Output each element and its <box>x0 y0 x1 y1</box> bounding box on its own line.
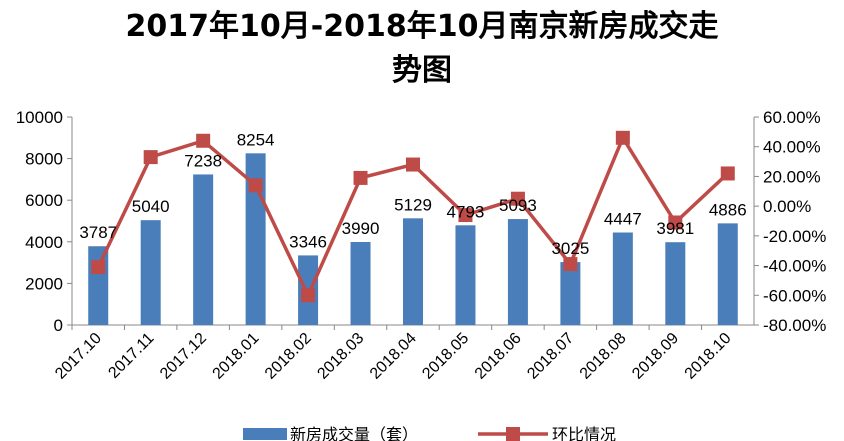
line-marker <box>406 157 420 172</box>
bar <box>560 262 581 325</box>
line-marker <box>510 191 525 206</box>
x-tick-label: 2018.10 <box>682 330 735 383</box>
chart-title-line1: 2017年10月-2018年10月南京新房成交走 <box>126 9 719 44</box>
bar <box>665 242 686 325</box>
x-tick-label: 2018.09 <box>629 330 682 383</box>
line-marker <box>668 215 683 230</box>
bar-data-label: 4447 <box>604 210 642 229</box>
bar <box>455 225 476 325</box>
line-marker <box>196 133 211 148</box>
bar <box>140 220 161 325</box>
line-marker <box>720 166 735 181</box>
line-marker <box>301 288 316 303</box>
x-tick-label: 2017.10 <box>52 330 105 383</box>
line-marker <box>353 170 368 185</box>
y-left-tick-label: 4000 <box>25 233 63 252</box>
line-marker <box>615 130 630 145</box>
bar-data-label: 8254 <box>237 130 275 149</box>
x-tick-label: 2018.08 <box>577 330 630 383</box>
x-tick-label: 2017.12 <box>157 330 210 383</box>
x-tick-label: 2017.11 <box>105 330 157 382</box>
y-left-tick-label: 10000 <box>16 108 63 127</box>
y-right-tick-label: 40.00% <box>763 138 821 157</box>
x-tick-label: 2018.07 <box>524 330 577 383</box>
bar-data-label: 3990 <box>342 219 380 238</box>
bar <box>350 242 371 325</box>
y-right-tick-label: -20.00% <box>763 227 826 246</box>
y-left-tick-label: 8000 <box>25 150 63 169</box>
y-right-tick-label: -40.00% <box>763 257 826 276</box>
y-right-tick-label: 0.00% <box>763 197 811 216</box>
bar-data-label: 5093 <box>499 196 537 215</box>
bar-data-label: 7238 <box>184 151 222 170</box>
x-tick-label: 2018.01 <box>210 330 263 383</box>
legend-bar-label: 新房成交量（套） <box>290 425 418 441</box>
x-tick-label: 2018.06 <box>472 330 525 383</box>
line-marker <box>143 150 158 165</box>
line-marker <box>563 257 578 272</box>
bar-data-label: 3025 <box>551 239 589 258</box>
y-left-tick-label: 0 <box>54 316 63 335</box>
legend-bar-swatch <box>243 428 287 440</box>
y-left-tick-label: 6000 <box>25 191 63 210</box>
line-marker <box>248 178 263 193</box>
x-tick-label: 2018.03 <box>314 330 367 383</box>
bar-data-label: 5040 <box>132 197 170 216</box>
line-series <box>91 130 735 303</box>
x-tick-label: 2018.05 <box>419 330 472 383</box>
line-marker <box>458 208 473 223</box>
data-labels: 3787 5040 7238 8254 3346 3990 5129 4793 5093 3025… <box>79 130 746 258</box>
bar-data-label: 4793 <box>447 202 485 221</box>
y-right-tick-label: 60.00% <box>763 108 821 127</box>
y-right-tick-label: -60.00% <box>763 286 826 305</box>
bar-data-label: 4886 <box>709 200 747 219</box>
bar-data-label: 3346 <box>289 232 327 251</box>
bar-data-label: 3981 <box>656 219 694 238</box>
line-marker <box>91 260 106 275</box>
legend-line-marker <box>506 427 520 441</box>
y-right-tick-label: 20.00% <box>763 167 821 186</box>
bar <box>717 223 738 325</box>
y-left-tick-label: 2000 <box>25 274 63 293</box>
chart-title-line2: 势图 <box>392 53 452 88</box>
bar <box>193 174 214 325</box>
bar <box>88 246 109 325</box>
bar <box>612 232 633 325</box>
legend: 新房成交量（套） 环比情况 <box>243 425 616 441</box>
legend-line-label: 环比情况 <box>552 425 616 441</box>
x-tick-label: 2018.04 <box>367 330 420 383</box>
x-tick-label: 2018.02 <box>262 330 315 383</box>
bar <box>403 218 423 325</box>
bar-series <box>88 153 738 325</box>
bar-data-label: 5129 <box>394 195 432 214</box>
bar-data-label: 3787 <box>79 223 117 242</box>
y-right-tick-label: -80.00% <box>763 316 826 335</box>
bar <box>507 219 528 325</box>
